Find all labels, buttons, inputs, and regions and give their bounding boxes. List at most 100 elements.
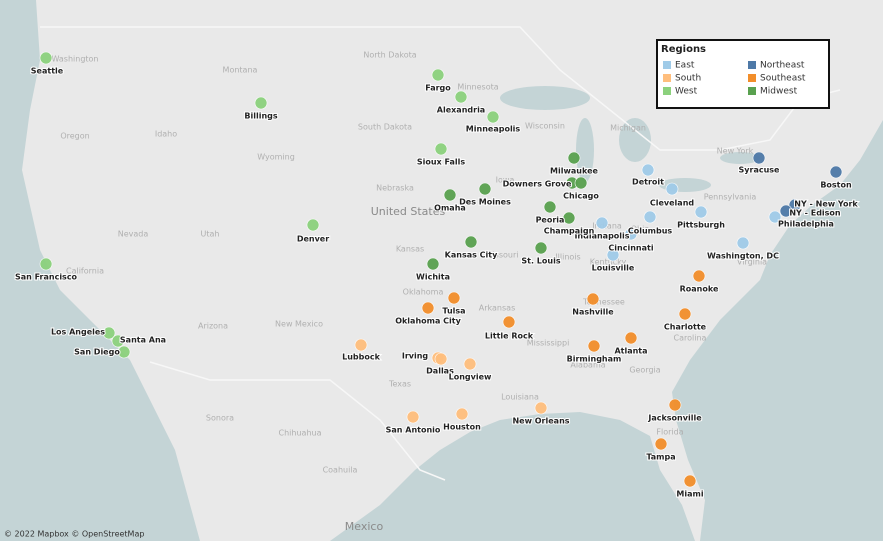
city-label: Downers Grove bbox=[503, 180, 572, 189]
legend-swatch bbox=[663, 74, 671, 82]
city-marker bbox=[624, 227, 638, 241]
region-label: New York bbox=[717, 147, 754, 156]
city-label: Des Moines bbox=[459, 198, 511, 207]
city-marker bbox=[454, 90, 468, 104]
city-label: Louisville bbox=[592, 264, 635, 273]
city-label: Minneapolis bbox=[466, 125, 521, 134]
legend-swatch bbox=[663, 61, 671, 69]
city-label: Washington, DC bbox=[707, 252, 779, 261]
city-label: Wichita bbox=[416, 273, 450, 282]
city-marker bbox=[39, 51, 53, 65]
city-marker bbox=[434, 142, 448, 156]
legend-swatch bbox=[748, 61, 756, 69]
city-label: Nashville bbox=[572, 308, 614, 317]
city-marker bbox=[683, 474, 697, 488]
legend-swatch bbox=[663, 87, 671, 95]
city-label: NY - Edison bbox=[789, 209, 841, 218]
city-marker bbox=[606, 248, 620, 262]
city-label: Seattle bbox=[31, 67, 64, 76]
border bbox=[149, 361, 446, 481]
legend: East South West Northeast Southeast Midwest bbox=[663, 61, 806, 97]
city-label: San Antonio bbox=[386, 426, 441, 435]
city-label: Los Angeles bbox=[51, 328, 105, 337]
region-label: Florida bbox=[656, 428, 683, 437]
city-label: Omaha bbox=[434, 204, 466, 213]
city-marker bbox=[595, 216, 609, 230]
region-label: Virginia bbox=[737, 258, 767, 267]
region-label: Minnesota bbox=[457, 83, 498, 92]
region-label: Oregon bbox=[60, 132, 89, 141]
region-label: Iowa bbox=[496, 176, 515, 185]
region-label: Kentucky bbox=[590, 258, 627, 267]
city-label: Milwaukee bbox=[550, 167, 598, 176]
city-marker bbox=[111, 334, 125, 348]
region-label: Nebraska bbox=[376, 184, 414, 193]
city-label: Chicago bbox=[563, 192, 599, 201]
city-label: New Orleans bbox=[512, 417, 569, 426]
ocean bbox=[0, 0, 200, 541]
lake bbox=[619, 118, 651, 162]
region-label: Michigan bbox=[610, 124, 646, 133]
region-label: Louisiana bbox=[501, 393, 539, 402]
city-label: Philadelphia bbox=[778, 220, 834, 229]
region-label: Montana bbox=[223, 66, 258, 75]
city-label: Irving bbox=[402, 352, 429, 361]
region-label: Sonora bbox=[206, 414, 234, 423]
city-marker bbox=[574, 176, 588, 190]
region-label: South Dakota bbox=[358, 123, 412, 132]
city-marker bbox=[543, 200, 557, 214]
city-label: Syracuse bbox=[739, 166, 781, 175]
city-label: Houston bbox=[443, 423, 481, 432]
legend-label: South bbox=[675, 74, 701, 84]
city-marker bbox=[692, 269, 706, 283]
city-label: Tampa bbox=[646, 453, 675, 462]
city-label: Kansas City bbox=[445, 251, 498, 260]
city-marker bbox=[421, 301, 435, 315]
city-label: Tulsa bbox=[442, 307, 465, 316]
city-label: Jacksonville bbox=[647, 414, 702, 423]
city-label: Santa Ana bbox=[120, 336, 166, 345]
city-label: Birmingham bbox=[567, 355, 622, 364]
lake bbox=[500, 86, 590, 110]
city-marker bbox=[443, 188, 457, 202]
city-marker bbox=[736, 236, 750, 250]
city-label: Pittsburgh bbox=[677, 221, 725, 230]
region-label: Missouri bbox=[486, 251, 519, 260]
region-label: Pennsylvania bbox=[704, 193, 757, 202]
region-label: Utah bbox=[201, 230, 220, 239]
city-marker bbox=[586, 292, 600, 306]
base-labels: Washington Montana North Dakota Minnesota So… bbox=[51, 51, 767, 534]
city-label: Little Rock bbox=[485, 332, 534, 341]
region-label: Arizona bbox=[198, 322, 228, 331]
legend-swatch bbox=[748, 74, 756, 82]
city-marker bbox=[534, 241, 548, 255]
city-label: Cincinnati bbox=[608, 244, 653, 253]
city-label: St. Louis bbox=[521, 257, 560, 266]
city-markers bbox=[39, 51, 843, 488]
border bbox=[40, 26, 841, 151]
city-marker bbox=[587, 339, 601, 353]
city-marker bbox=[354, 338, 368, 352]
city-label: Cleveland bbox=[650, 199, 695, 208]
city-marker bbox=[694, 205, 708, 219]
city-marker bbox=[306, 218, 320, 232]
city-marker bbox=[117, 345, 131, 359]
legend-box bbox=[656, 39, 830, 109]
city-label: NY - New York bbox=[794, 200, 858, 209]
legend-title: Regions bbox=[661, 44, 706, 55]
city-label: Indianapolis bbox=[574, 232, 629, 241]
city-label: San Francisco bbox=[15, 273, 78, 282]
region-label: Arkansas bbox=[479, 304, 515, 313]
city-marker bbox=[567, 151, 581, 165]
city-label: Dallas bbox=[426, 367, 454, 376]
city-marker bbox=[829, 165, 843, 179]
legend-label: Northeast bbox=[760, 61, 805, 71]
region-label: Illinois bbox=[555, 253, 580, 262]
city-marker bbox=[431, 68, 445, 82]
city-label: Roanoke bbox=[680, 285, 719, 294]
region-label: New Mexico bbox=[275, 320, 323, 329]
city-marker bbox=[678, 307, 692, 321]
city-marker bbox=[668, 398, 682, 412]
